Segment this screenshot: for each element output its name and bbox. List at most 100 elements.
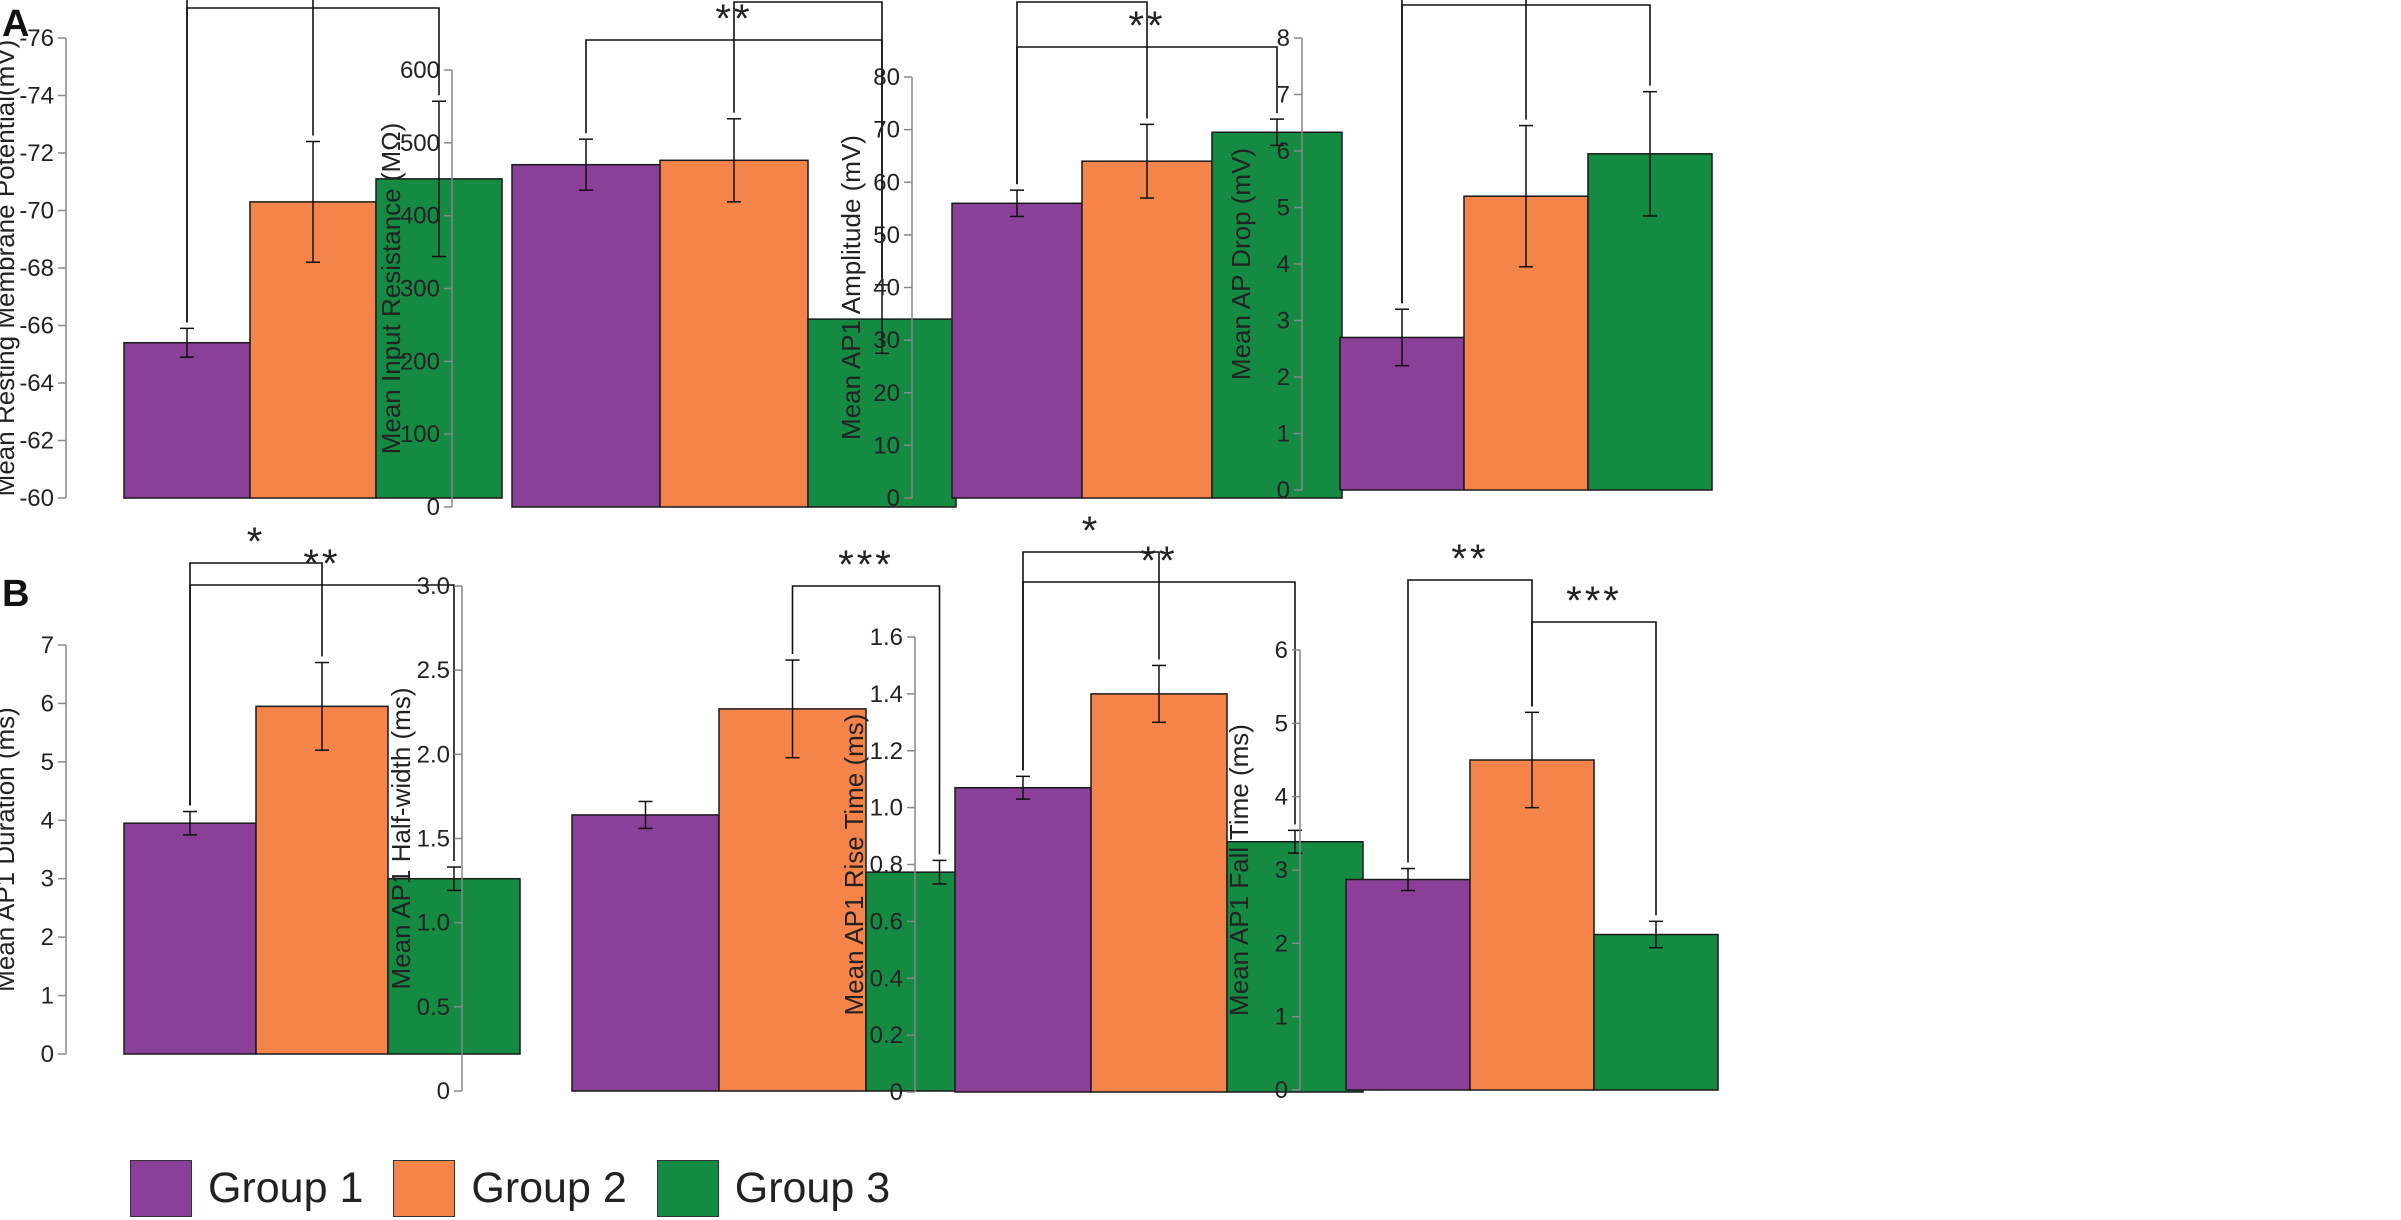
chart-8-tick-label-6: 6 — [1275, 637, 1288, 664]
chart-7-tick-label-8: 1.6 — [870, 624, 903, 651]
chart-1-significance-label-2: ** — [294, 0, 331, 9]
chart-7-tick-label-7: 1.4 — [870, 681, 903, 708]
chart-7-y-label: Mean AP1 Rise Time (ms) — [839, 714, 869, 1016]
chart-1-tick-label-1: -62 — [19, 428, 54, 455]
chart-2-significance-label-1: ** — [789, 0, 826, 3]
chart-3-y-label: Mean AP1 Amplitude (mV) — [836, 135, 866, 440]
chart-5-significance-label-1: * — [247, 520, 266, 564]
chart-7-bar-1 — [954, 786, 1092, 1093]
chart-8-tick-label-1: 1 — [1275, 1004, 1288, 1031]
chart-3-tick-label-8: 80 — [873, 64, 900, 91]
chart-5-tick-label-0: 0 — [41, 1041, 54, 1068]
chart-6-significance-label-1: *** — [838, 543, 894, 587]
chart-3-significance-bracket-2 — [1016, 46, 1278, 185]
chart-7-tick-label-4: 0.8 — [870, 852, 903, 879]
chart-5-y-label: Mean AP1 Duration (ms) — [0, 707, 20, 992]
chart-5-tick-label-7: 7 — [41, 632, 54, 659]
chart-4-y-label: Mean AP Drop (mV) — [1226, 148, 1256, 380]
chart-2-y-label: Mean Input Resistance (MΩ) — [376, 123, 406, 455]
chart-1-y-label: Mean Resting Membrane Potential(mV) — [0, 40, 20, 497]
chart-7-tick-label-0: 0 — [890, 1079, 903, 1106]
legend-swatch-group-1 — [130, 1159, 192, 1217]
chart-4-significance-bracket-2 — [1401, 4, 1651, 304]
chart-8-bar-3 — [1593, 933, 1719, 1091]
chart-1-tick-label-8: -76 — [19, 25, 54, 52]
chart-4-tick-label-1: 1 — [1277, 421, 1290, 448]
chart-3-tick-label-2: 20 — [873, 380, 900, 407]
chart-4-tick-label-0: 0 — [1277, 477, 1290, 504]
chart-2-tick-label-1: 100 — [400, 421, 440, 448]
chart-4-tick-label-8: 8 — [1277, 25, 1290, 52]
chart-1-bar-1 — [123, 342, 251, 499]
chart-5-tick-label-2: 2 — [41, 924, 54, 951]
legend-label-group-2: Group 2 — [471, 1163, 627, 1212]
chart-3-tick-label-6: 60 — [873, 169, 900, 196]
chart-3-tick-label-7: 70 — [873, 117, 900, 144]
chart-8-tick-label-0: 0 — [1275, 1077, 1288, 1104]
chart-1-tick-label-7: -74 — [19, 83, 54, 110]
chart-1-tick-label-6: -72 — [19, 140, 54, 167]
chart-5-bar-1 — [123, 822, 257, 1055]
chart-3-significance-label-2: ** — [1128, 4, 1165, 48]
chart-3-tick-label-1: 10 — [873, 432, 900, 459]
panel-label-a: A — [2, 3, 29, 45]
chart-5-bar-2 — [255, 705, 389, 1055]
chart-4-tick-label-5: 5 — [1277, 195, 1290, 222]
chart-1-tick-label-4: -68 — [19, 255, 54, 282]
legend-item-group-3: Group 3 — [656, 1159, 891, 1217]
chart-3-bar-3 — [1211, 131, 1343, 499]
chart-2-bar-2 — [659, 159, 809, 508]
chart-3-tick-label-3: 30 — [873, 327, 900, 354]
chart-6-tick-label-6: 3.0 — [417, 573, 450, 600]
chart-1-tick-label-0: -60 — [19, 485, 54, 512]
chart-6-bar-1 — [571, 814, 720, 1092]
chart-8-tick-label-5: 5 — [1275, 710, 1288, 737]
chart-6-y-label: Mean AP1 Half-width (ms) — [386, 688, 416, 990]
chart-8-significance-label-1: ** — [1451, 537, 1488, 581]
chart-2-tick-label-3: 300 — [400, 276, 440, 303]
chart-8-significance-label-2: *** — [1566, 579, 1622, 623]
chart-4-tick-label-3: 3 — [1277, 308, 1290, 335]
chart-3-bar-2 — [1081, 160, 1213, 499]
chart-2-tick-label-0: 0 — [427, 494, 440, 521]
legend-swatch-group-2 — [393, 1159, 456, 1217]
chart-8-tick-label-2: 2 — [1275, 930, 1288, 957]
chart-6-tick-label-5: 2.5 — [417, 657, 450, 684]
legend-item-group-1: Group 1 — [130, 1159, 364, 1217]
chart-7-tick-label-6: 1.2 — [870, 738, 903, 765]
chart-3-bar-1 — [951, 202, 1083, 499]
legend-label-group-1: Group 1 — [208, 1163, 364, 1212]
chart-6-bar-2 — [718, 708, 867, 1092]
chart-5-tick-label-1: 1 — [41, 983, 54, 1010]
chart-8-tick-label-3: 3 — [1275, 857, 1288, 884]
chart-7-bar-2 — [1090, 693, 1228, 1093]
chart-2-tick-label-6: 600 — [400, 57, 440, 84]
chart-3-significance-label-1: * — [1073, 0, 1092, 3]
chart-2-significance-bracket-2 — [585, 39, 883, 279]
chart-5-tick-label-5: 5 — [41, 749, 54, 776]
chart-6-significance-bracket-1 — [791, 585, 941, 855]
legend: Group 1 Group 2 Group 3 — [130, 1158, 920, 1218]
chart-6-tick-label-0: 0 — [437, 1078, 450, 1105]
chart-3-tick-label-5: 50 — [873, 222, 900, 249]
chart-5-significance-label-2: ** — [303, 542, 340, 586]
chart-1-tick-label-2: -64 — [19, 370, 54, 397]
chart-4-tick-label-6: 6 — [1277, 138, 1290, 165]
chart-6-tick-label-4: 2.0 — [417, 741, 450, 768]
chart-4-tick-label-4: 4 — [1277, 251, 1290, 278]
chart-5-tick-label-3: 3 — [41, 866, 54, 893]
chart-7-tick-label-2: 0.4 — [870, 965, 903, 992]
chart-5-tick-label-4: 4 — [41, 807, 54, 834]
chart-7-tick-label-1: 0.2 — [870, 1022, 903, 1049]
chart-7-significance-label-1: * — [1082, 509, 1101, 553]
legend-item-group-2: Group 2 — [393, 1159, 627, 1217]
chart-1-significance-bracket-2 — [186, 7, 440, 323]
chart-6-tick-label-3: 1.5 — [417, 826, 450, 853]
chart-5-tick-label-6: 6 — [41, 690, 54, 717]
legend-label-group-3: Group 3 — [734, 1163, 891, 1212]
chart-6-tick-label-1: 0.5 — [417, 994, 450, 1021]
chart-4-significance-label-2: *** — [1498, 0, 1554, 6]
chart-4-tick-label-2: 2 — [1277, 364, 1290, 391]
chart-8-tick-label-4: 4 — [1275, 784, 1288, 811]
